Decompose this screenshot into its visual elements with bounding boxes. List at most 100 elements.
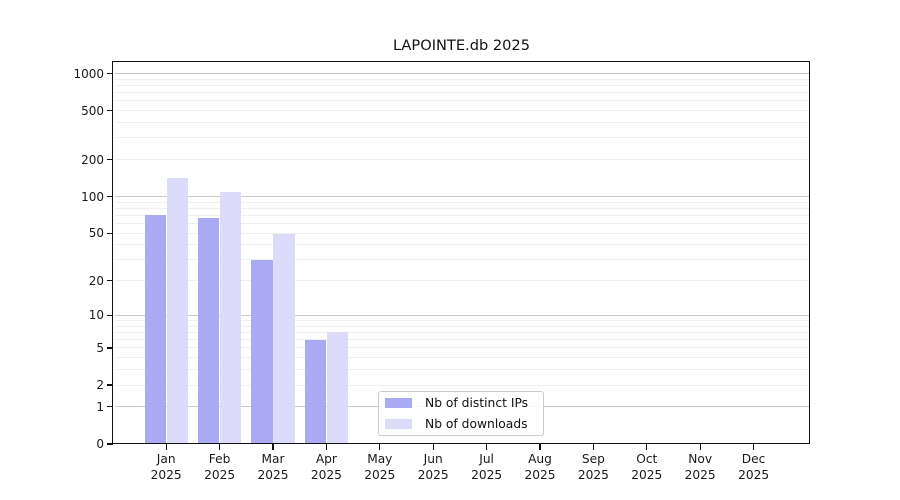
gridline-minor <box>115 84 809 86</box>
gridline-minor <box>115 122 809 124</box>
y-tick-label: 10 <box>88 308 104 323</box>
gridline-minor <box>115 207 809 209</box>
gridline-minor <box>115 100 809 102</box>
y-tick-mark <box>107 110 113 112</box>
x-tick-label: Mar 2025 <box>241 452 305 483</box>
y-tick-label: 20 <box>88 273 104 288</box>
gridline-minor <box>115 331 809 333</box>
legend-swatch-downloads <box>385 419 412 429</box>
x-tick-mark <box>325 444 327 450</box>
x-tick-label: Nov 2025 <box>668 452 732 483</box>
x-tick-label: Feb 2025 <box>188 452 252 483</box>
x-tick-year: 2025 <box>257 467 289 482</box>
y-tick-label: 500 <box>81 103 104 118</box>
x-tick-mark <box>219 444 221 450</box>
y-tick-label: 1000 <box>73 66 104 81</box>
y-tick-label: 2 <box>96 378 104 393</box>
x-tick-label: Jul 2025 <box>455 452 519 483</box>
y-tick-label: 5 <box>96 340 104 355</box>
gridline-minor <box>115 280 809 282</box>
x-tick-mark <box>379 444 381 450</box>
gridline-minor <box>115 214 809 216</box>
x-tick-year: 2025 <box>310 467 342 482</box>
x-tick-label: Dec 2025 <box>722 452 786 483</box>
y-tick-mark <box>107 159 113 161</box>
y-tick-label: 50 <box>88 226 104 241</box>
x-tick-year: 2025 <box>577 467 609 482</box>
legend-item-distinct-ips: Nb of distinct IPs <box>385 394 537 412</box>
x-tick-month: May <box>367 452 393 466</box>
bar-apr-2025-distinct-ips <box>304 339 327 443</box>
x-tick-month: Jun <box>423 452 443 466</box>
x-tick-label: Apr 2025 <box>294 452 358 483</box>
y-tick-label: 1 <box>96 399 104 414</box>
x-tick-month: Dec <box>741 452 766 466</box>
x-tick-year: 2025 <box>364 467 396 482</box>
x-tick-mark <box>592 444 594 450</box>
y-tick-mark <box>107 280 113 282</box>
bar-jan-2025-downloads <box>166 177 188 443</box>
legend: Nb of distinct IPs Nb of downloads <box>378 391 544 436</box>
x-tick-month: Sep <box>581 452 605 466</box>
gridline-minor <box>115 347 809 349</box>
y-tick-label: 0 <box>96 437 104 451</box>
x-tick-month: Jan <box>156 452 176 466</box>
x-tick-label: Oct 2025 <box>615 452 679 483</box>
y-tick-mark <box>107 384 113 386</box>
gridline-minor <box>115 223 809 225</box>
gridline-minor <box>115 92 809 94</box>
y-tick-mark <box>107 314 113 316</box>
gridline-minor <box>115 78 809 80</box>
gridline-minor <box>115 232 809 234</box>
y-tick-mark <box>107 406 113 408</box>
y-tick-label: 200 <box>81 152 104 167</box>
gridline-minor <box>115 159 809 161</box>
x-tick-mark <box>539 444 541 450</box>
legend-label-distinct-ips: Nb of distinct IPs <box>425 396 529 410</box>
x-tick-year: 2025 <box>150 467 182 482</box>
x-tick-label: Sep 2025 <box>561 452 625 483</box>
x-tick-mark <box>486 444 488 450</box>
x-tick-label: May 2025 <box>348 452 412 483</box>
gridline-minor <box>115 369 809 371</box>
gridline-minor <box>115 325 809 327</box>
gridline-major <box>115 196 809 198</box>
gridline-minor <box>115 259 809 261</box>
x-tick-mark <box>646 444 648 450</box>
x-tick-month: Mar <box>261 452 285 466</box>
bar-apr-2025-downloads <box>326 332 349 443</box>
y-tick-mark <box>107 195 113 198</box>
bar-feb-2025-distinct-ips <box>197 217 220 443</box>
gridline-minor <box>115 137 809 139</box>
x-tick-month: Jul <box>479 452 494 466</box>
gridline-minor <box>115 110 809 112</box>
gridline-minor <box>115 339 809 341</box>
x-tick-year: 2025 <box>471 467 503 482</box>
chart-title: LAPOINTE.db 2025 <box>392 37 531 54</box>
x-tick-mark <box>165 444 167 450</box>
x-tick-month: Feb <box>208 452 231 466</box>
legend-swatch-distinct-ips <box>385 398 412 408</box>
y-tick-mark <box>107 443 113 445</box>
legend-item-downloads: Nb of downloads <box>385 415 537 433</box>
gridline-major <box>115 73 809 75</box>
gridline-minor <box>115 320 809 322</box>
x-tick-year: 2025 <box>204 467 236 482</box>
x-tick-label: Aug 2025 <box>508 452 572 483</box>
x-tick-month: Apr <box>315 452 337 466</box>
bar-mar-2025-downloads <box>273 234 295 443</box>
bar-feb-2025-downloads <box>219 192 242 443</box>
x-tick-month: Oct <box>636 452 658 466</box>
gridline-minor <box>115 201 809 203</box>
gridline-minor <box>115 357 809 359</box>
x-tick-month: Aug <box>528 452 552 466</box>
legend-label-downloads: Nb of downloads <box>425 417 528 431</box>
x-tick-year: 2025 <box>631 467 663 482</box>
x-tick-year: 2025 <box>417 467 449 482</box>
x-tick-label: Jun 2025 <box>401 452 465 483</box>
x-tick-month: Nov <box>688 452 713 466</box>
y-tick-label: 100 <box>81 189 104 204</box>
x-tick-mark <box>432 444 434 450</box>
bar-mar-2025-distinct-ips <box>251 259 273 443</box>
